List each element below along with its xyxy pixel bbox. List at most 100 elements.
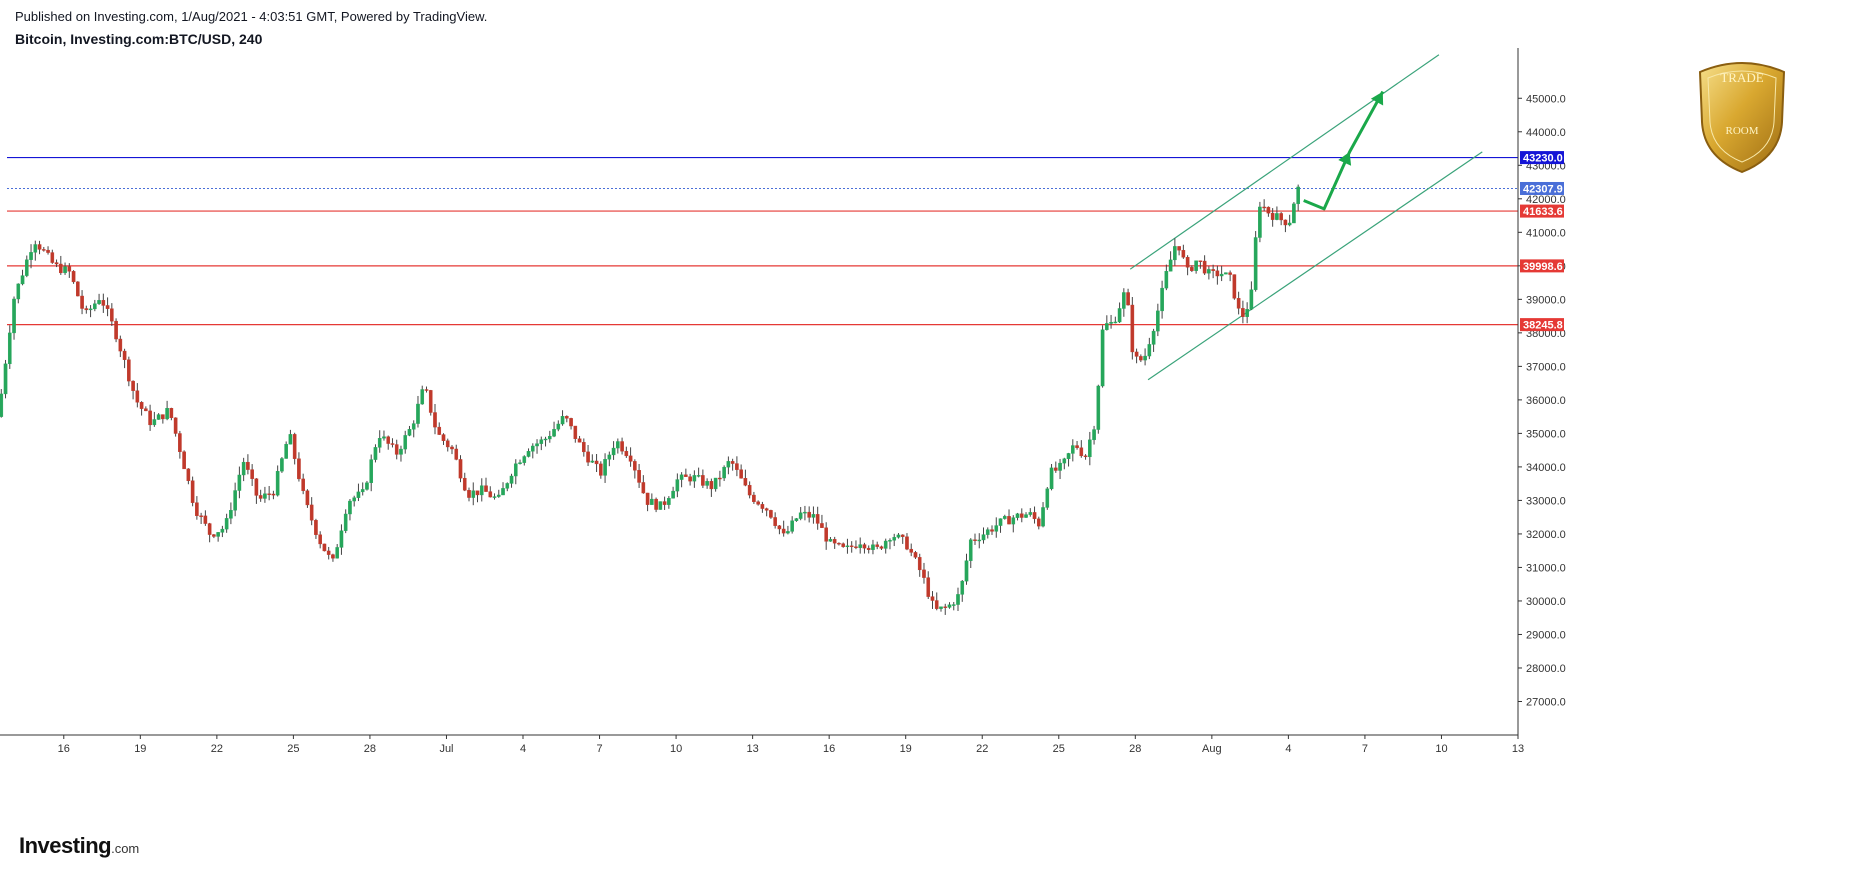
candle-up (152, 419, 157, 426)
candle-up (871, 544, 875, 550)
candle-up (369, 459, 374, 483)
candle-down (1083, 455, 1088, 458)
candle-down (684, 474, 688, 477)
candle-up (382, 436, 386, 439)
candle-down (1126, 292, 1130, 306)
candle-down (186, 468, 191, 481)
candle-down (71, 271, 76, 283)
candle-up (275, 470, 280, 496)
candle-down (909, 548, 914, 553)
candle-up (968, 539, 973, 561)
candle-up (1002, 516, 1007, 519)
candle-down (326, 550, 331, 555)
candle-down (54, 262, 59, 265)
candle-up (696, 475, 701, 477)
candle-down (424, 389, 429, 391)
candle-up (726, 461, 731, 468)
published-line: Published on Investing.com, 1/Aug/2021 -… (15, 9, 488, 24)
trend-channel (1129, 54, 1483, 381)
candle-up (1207, 269, 1211, 274)
candle-down (1262, 206, 1266, 209)
candle-down (390, 443, 395, 445)
candle-down (1075, 445, 1079, 448)
candle-up (216, 532, 220, 537)
x-tick-label: 7 (1362, 743, 1368, 755)
candle-up (1219, 273, 1224, 277)
candle-down (620, 441, 624, 452)
candle-down (718, 477, 722, 480)
candle-up (650, 498, 654, 505)
candle-down (943, 606, 948, 608)
candle-down (314, 520, 318, 535)
candle-up (348, 500, 352, 515)
candle-down (148, 410, 152, 426)
candle-up (522, 456, 527, 463)
candle-up (496, 494, 501, 497)
candle-up (229, 510, 233, 519)
candle-up (547, 435, 552, 440)
candle-down (267, 493, 271, 495)
x-tick-label: 28 (1129, 743, 1141, 755)
candle-down (437, 426, 442, 435)
candle-down (849, 545, 854, 548)
projection-path (1303, 90, 1385, 211)
y-tick-label: 42000.0 (1526, 194, 1566, 206)
candle-up (343, 513, 348, 531)
candle-up (233, 490, 237, 511)
candle-down (488, 491, 493, 498)
candle-down (1279, 213, 1283, 221)
candle-up (552, 429, 556, 437)
candle-up (505, 483, 510, 489)
candle-up (611, 447, 616, 456)
y-tick-label: 45000.0 (1526, 93, 1566, 105)
candle-down (1181, 250, 1186, 258)
candle-down (122, 350, 127, 360)
candle-down (752, 494, 756, 502)
candle-up (539, 439, 544, 444)
candle-up (1296, 186, 1300, 205)
candle-up (237, 474, 242, 491)
candle-up (675, 479, 680, 492)
x-tick-label: 7 (596, 743, 602, 755)
candle-up (416, 403, 420, 424)
candle-down (820, 523, 824, 528)
candle-up (241, 461, 246, 476)
candle-up (479, 485, 484, 496)
candle-up (288, 434, 293, 445)
candle-up (939, 606, 943, 609)
axes: 27000.0 28000.0 29000.0 30000.0 31000.0 32000… (0, 48, 1566, 755)
y-tick-label: 39000.0 (1526, 294, 1566, 306)
candle-up (1041, 507, 1045, 527)
candle-down (1053, 467, 1058, 471)
candle-up (501, 488, 505, 496)
candle-down (331, 554, 335, 559)
candle-up (88, 308, 93, 311)
candle-up (828, 539, 833, 542)
candle-up (607, 454, 612, 460)
y-tick-label: 34000.0 (1526, 462, 1566, 474)
candle-up (998, 518, 1003, 526)
candle-up (1045, 488, 1050, 508)
candle-up (803, 511, 807, 514)
candle-down (118, 338, 123, 352)
candle-down (862, 544, 867, 549)
candle-up (1117, 308, 1122, 323)
candlesticks (0, 184, 1300, 615)
x-tick-label: 10 (670, 743, 682, 755)
candle-down (917, 557, 922, 571)
y-tick-label: 32000.0 (1526, 529, 1566, 541)
candle-down (807, 511, 811, 518)
candle-up (0, 393, 4, 417)
candle-down (203, 515, 208, 524)
horizontal-levels (7, 156, 1518, 326)
candle-up (420, 389, 425, 405)
candle-up (530, 445, 535, 452)
candle-down (76, 281, 80, 297)
candle-up (543, 438, 548, 441)
x-tick-label: 4 (1285, 743, 1291, 755)
candle-up (1168, 259, 1173, 272)
candle-up (1011, 517, 1016, 525)
candle-up (360, 489, 365, 493)
candle-up (1024, 514, 1028, 518)
